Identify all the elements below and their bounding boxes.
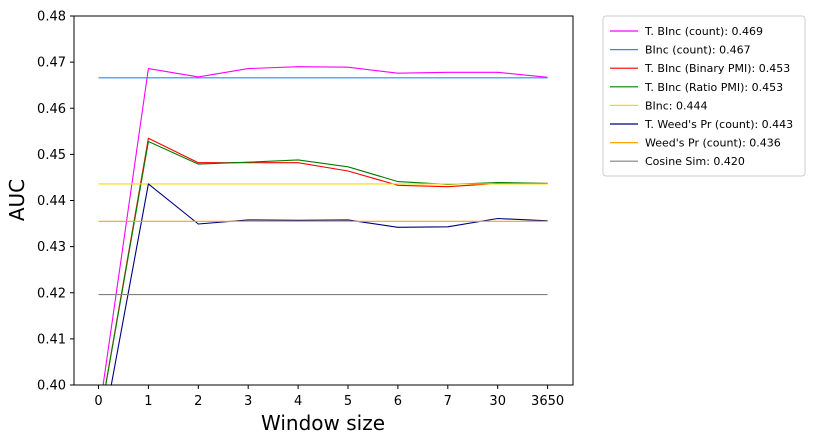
legend-label: Weed's Pr (count): 0.436 [645,137,781,150]
y-axis-label: AUC [5,179,29,221]
legend-label: T. BInc (Ratio PMI): 0.453 [644,81,783,94]
y-tick-label: 0.41 [37,332,66,347]
series-line-0 [102,66,548,385]
y-tick-label: 0.43 [37,240,66,255]
x-tick-label: 3 [244,394,252,409]
y-tick-label: 0.44 [37,194,66,209]
x-tick-label: 30 [489,394,506,409]
x-tick-label: 4 [294,394,302,409]
y-tick-label: 0.40 [37,379,66,394]
legend-label: BInc (count): 0.467 [645,44,751,57]
legend-label: T. BInc (Binary PMI): 0.453 [644,62,790,75]
y-tick-label: 0.48 [37,10,66,25]
series-line-2 [105,137,548,385]
legend: T. BInc (count): 0.469 BInc (count): 0.46… [602,15,806,177]
x-axis: 0 1 2 3 4 5 6 7 30 3650 [94,385,564,409]
x-tick-label: 3650 [531,394,564,409]
y-tick-label: 0.47 [37,56,66,71]
legend-label: BInc: 0.444 [645,99,708,112]
series-line-5 [110,183,548,385]
x-tick-label: 6 [394,394,402,409]
y-tick-label: 0.42 [37,286,66,301]
legend-label: T. BInc (count): 0.469 [644,25,763,38]
legend-frame [602,15,806,177]
series-layer [98,66,548,385]
x-tick-label: 2 [194,394,202,409]
y-tick-label: 0.46 [37,102,66,117]
legend-label: T. Weed's Pr (count): 0.443 [644,118,793,131]
y-axis: 0.40 0.41 0.42 0.43 0.44 0.45 0.46 0.47 0.48 [37,10,74,394]
x-tick-label: 5 [344,394,352,409]
y-tick-label: 0.45 [37,148,66,163]
x-tick-label: 0 [94,394,102,409]
x-tick-label: 7 [444,394,452,409]
plot-area [74,16,573,385]
x-axis-label: Window size [261,411,385,435]
legend-label: Cosine Sim: 0.420 [645,155,745,168]
x-tick-label: 1 [144,394,152,409]
